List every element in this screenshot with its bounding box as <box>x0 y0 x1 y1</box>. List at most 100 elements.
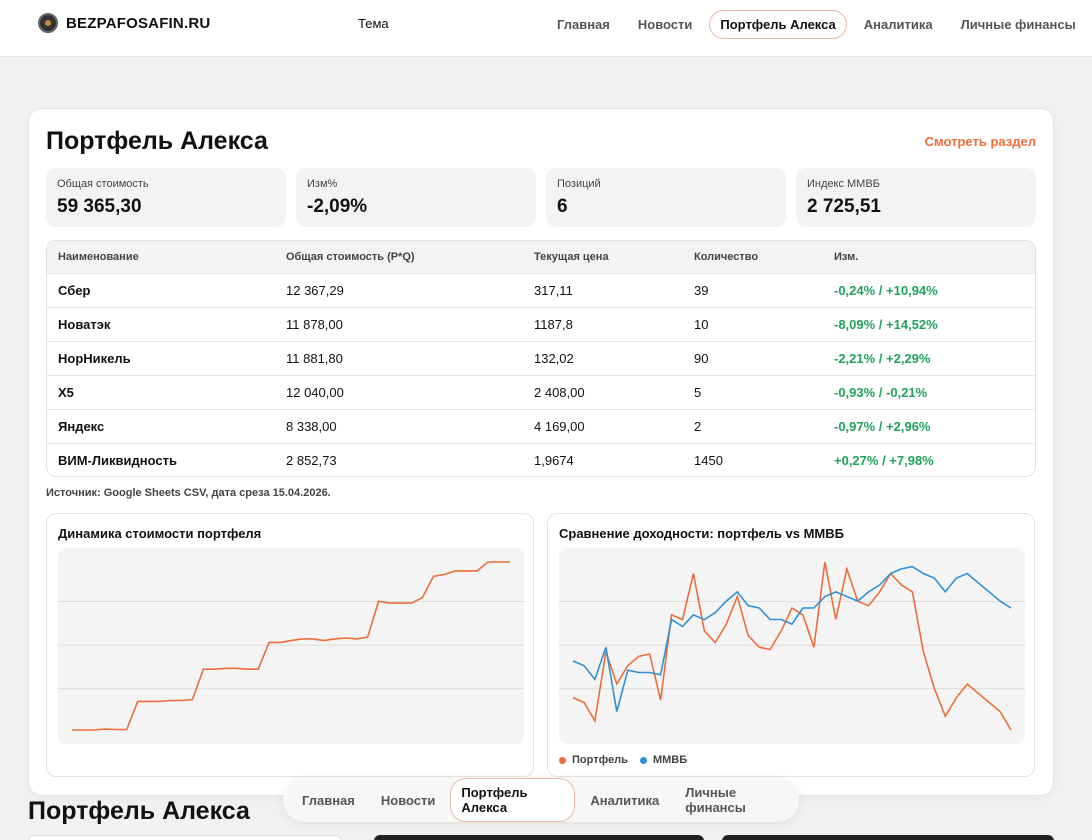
table-row: Сбер 12 367,29 317,11 39 -0,24% / +10,94% <box>47 272 1035 307</box>
cell-price: 1,9674 <box>523 442 683 476</box>
cell-price: 4 169,00 <box>523 408 683 443</box>
nav-item-home[interactable]: Главная <box>557 17 610 32</box>
stat-total-value: Общая стоимость 59 365,30 <box>46 168 286 227</box>
nav-item-analytics[interactable]: Аналитика <box>863 17 933 32</box>
series-line-portfolio <box>572 561 1012 731</box>
stat-label: Изм% <box>307 178 338 190</box>
cell-quantity: 2 <box>683 408 823 443</box>
cell-price: 2 408,00 <box>523 374 683 409</box>
returns-comparison-chart-svg <box>559 548 1025 744</box>
nav-item-analytics[interactable]: Аналитика <box>590 792 660 808</box>
article-thumbnails <box>28 835 1054 840</box>
thumbnail[interactable] <box>28 835 342 840</box>
stat-label: Индекс ММВБ <box>807 178 880 190</box>
returns-comparison-chart: Сравнение доходности: портфель vs ММВБ П… <box>547 513 1035 777</box>
cell-change: -0,93% / -0,21% <box>823 374 1035 409</box>
stat-positions: Позиций 6 <box>546 168 786 227</box>
chart-title: Динамика стоимости портфеля <box>58 526 262 541</box>
cell-change: -8,09% / +14,52% <box>823 306 1035 341</box>
cell-quantity: 90 <box>683 340 823 375</box>
series-line-mmvb <box>572 565 1012 712</box>
table-row: НорНикель 11 881,80 132,02 90 -2,21% / +2,29… <box>47 340 1035 375</box>
cell-total: 11 878,00 <box>275 306 523 341</box>
portfolio-card: Портфель Алекса Смотреть раздел Общая ст… <box>28 108 1054 796</box>
nav-item-portfolio[interactable]: Портфель Алекса <box>709 10 847 39</box>
chart-title: Сравнение доходности: портфель vs ММВБ <box>559 526 844 541</box>
floating-nav: Главная Новости Портфель Алекса Аналитик… <box>283 778 799 822</box>
nav-item-portfolio[interactable]: Портфель Алекса <box>450 778 576 822</box>
brand-name: BEZPAFOSAFIN.RU <box>66 14 211 32</box>
card-title: Портфель Алекса <box>46 127 268 155</box>
thumbnail[interactable] <box>722 835 1054 840</box>
table-row: Новатэк 11 878,00 1187,8 10 -8,09% / +14,52% <box>47 306 1035 341</box>
stat-label: Общая стоимость <box>57 178 149 190</box>
column-header-price: Текущая цена <box>523 241 683 273</box>
column-header-change: Изм. <box>823 241 1035 273</box>
chart-legend: Портфель ММВБ <box>559 754 687 766</box>
cell-change: -2,21% / +2,29% <box>823 340 1035 375</box>
logo-icon <box>38 13 58 33</box>
column-header-total: Общая стоимость (P*Q) <box>275 241 523 273</box>
main-nav: Главная Новости Портфель Алекса Аналитик… <box>546 10 1087 39</box>
cell-price: 317,11 <box>523 272 683 307</box>
cell-quantity: 1450 <box>683 442 823 476</box>
cell-name: НорНикель <box>47 340 275 375</box>
stat-value: 6 <box>557 196 568 217</box>
legend-dot-icon <box>559 756 566 764</box>
brand[interactable]: BEZPAFOSAFIN.RU <box>38 13 210 33</box>
holdings-table: Наименование Общая стоимость (P*Q) Текущ… <box>46 240 1036 477</box>
plot-area <box>559 548 1025 744</box>
top-header: BEZPAFOSAFIN.RU Тема Главная Новости Пор… <box>0 0 1092 57</box>
data-source-note: Источник: Google Sheets CSV, дата среза … <box>46 487 331 499</box>
column-header-quantity: Количество <box>683 241 823 273</box>
view-section-link[interactable]: Смотреть раздел <box>924 134 1036 149</box>
legend-item-mmvb[interactable]: ММВБ <box>639 754 688 766</box>
column-header-name: Наименование <box>47 241 275 273</box>
cell-quantity: 5 <box>683 374 823 409</box>
cell-total: 8 338,00 <box>275 408 523 443</box>
nav-item-personal-finance[interactable]: Личные финансы <box>685 785 746 815</box>
legend-label: Портфель <box>572 754 628 766</box>
cell-name: ВИМ-Ликвидность <box>47 442 275 476</box>
nav-item-news[interactable]: Новости <box>637 17 693 32</box>
cell-change: +0,27% / +7,98% <box>823 442 1035 476</box>
portfolio-value-chart-svg <box>58 548 524 744</box>
cell-name: X5 <box>47 374 275 409</box>
cell-change: -0,97% / +2,96% <box>823 408 1035 443</box>
cell-name: Яндекс <box>47 408 275 443</box>
stat-value: 59 365,30 <box>57 196 142 217</box>
nav-item-home[interactable]: Главная <box>302 792 355 808</box>
section-title: Портфель Алекса <box>28 797 250 825</box>
nav-item-personal-finance[interactable]: Личные финансы <box>960 17 1076 32</box>
cell-price: 1187,8 <box>523 306 683 341</box>
cell-price: 132,02 <box>523 340 683 375</box>
table-row: X5 12 040,00 2 408,00 5 -0,93% / -0,21% <box>47 374 1035 409</box>
stat-value: -2,09% <box>307 196 368 217</box>
table-row: Яндекс 8 338,00 4 169,00 2 -0,97% / +2,96% <box>47 408 1035 443</box>
stats-row: Общая стоимость 59 365,30 Изм% -2,09% По… <box>46 168 1036 227</box>
cell-name: Сбер <box>47 272 275 307</box>
series-line-portfolio <box>72 561 510 731</box>
legend-label: ММВБ <box>652 754 688 766</box>
legend-dot-icon <box>639 756 647 764</box>
cell-quantity: 39 <box>683 272 823 307</box>
cell-name: Новатэк <box>47 306 275 341</box>
stat-value: 2 725,51 <box>807 196 881 217</box>
stat-label: Позиций <box>557 178 601 190</box>
legend-item-portfolio[interactable]: Портфель <box>559 754 628 766</box>
plot-area <box>58 548 524 744</box>
table-header-row: Наименование Общая стоимость (P*Q) Текущ… <box>47 241 1035 273</box>
nav-item-news[interactable]: Новости <box>380 792 436 808</box>
stat-mmvb-index: Индекс ММВБ 2 725,51 <box>796 168 1036 227</box>
cell-quantity: 10 <box>683 306 823 341</box>
theme-toggle-button[interactable]: Тема <box>358 16 389 31</box>
cell-total: 11 881,80 <box>275 340 523 375</box>
table-row: ВИМ-Ликвидность 2 852,73 1,9674 1450 +0,27% … <box>47 442 1035 476</box>
cell-total: 2 852,73 <box>275 442 523 476</box>
cell-total: 12 367,29 <box>275 272 523 307</box>
thumbnail[interactable] <box>374 835 704 840</box>
cell-total: 12 040,00 <box>275 374 523 409</box>
stat-change-percent: Изм% -2,09% <box>296 168 536 227</box>
cell-change: -0,24% / +10,94% <box>823 272 1035 307</box>
portfolio-value-chart: Динамика стоимости портфеля <box>46 513 534 777</box>
